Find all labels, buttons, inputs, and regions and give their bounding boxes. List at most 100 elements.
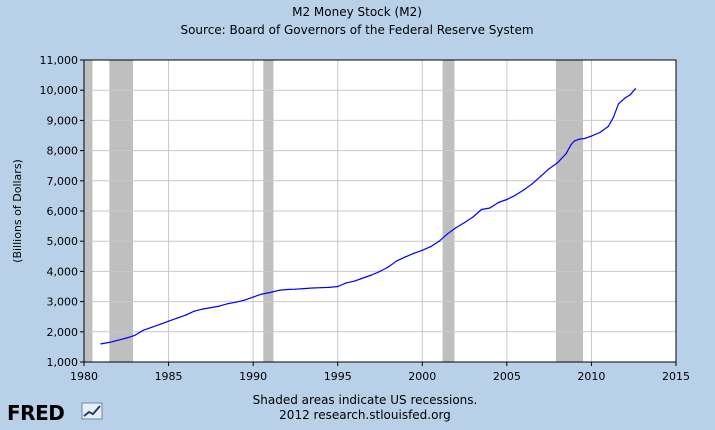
data-point [117,339,119,341]
fred-logo-chart-icon [81,402,103,420]
data-point [629,94,631,96]
data-point [497,201,499,204]
data-point [590,135,593,137]
y-tick-label: 9,000 [47,114,79,127]
x-tick-label: 1985 [155,370,183,383]
data-point [167,320,170,322]
x-tick-label: 2000 [408,370,436,383]
data-point [617,103,620,105]
data-point [421,249,423,251]
y-tick-label: 5,000 [47,235,79,248]
chart-subtitle: Source: Board of Governors of the Federa… [180,23,533,37]
data-point [413,252,415,254]
data-point [607,125,609,128]
data-point [472,216,474,218]
y-tick-label: 2,000 [47,326,79,339]
data-point [151,326,153,328]
data-point [227,303,229,305]
x-tick-label: 1990 [239,370,267,383]
data-point [557,162,559,164]
data-point [261,293,263,295]
data-point [235,301,237,303]
data-point [328,286,330,289]
data-point [108,341,110,343]
series-layer [100,88,637,345]
data-point [345,282,347,284]
data-point [514,194,516,196]
data-point [379,270,381,272]
data-point [438,240,440,242]
y-tick-label: 4,000 [47,265,79,278]
x-tick-label: 2010 [577,370,605,383]
data-point [320,287,322,289]
data-point [269,291,271,294]
data-point [370,274,373,276]
data-point [387,266,390,268]
data-point [184,314,187,316]
y-tick-label: 11,000 [40,54,79,67]
y-tick-label: 10,000 [40,84,79,97]
y-tick-label: 1,000 [47,356,79,369]
y-tick-label: 7,000 [47,175,79,188]
data-point [599,131,601,134]
data-point [252,296,254,298]
data-point [570,143,572,146]
x-axis: 1980 1985 1990 1995 2000 2005 2010 2015 [70,362,690,383]
fred-logo-text: FRED [7,401,64,425]
data-point [404,256,406,258]
data-point [125,337,127,339]
footer-recession-note: Shaded areas indicate US recessions. [253,393,478,407]
data-point [176,317,178,319]
data-point [573,140,576,142]
data-point [159,323,161,325]
data-point [455,227,457,229]
data-point [578,138,581,140]
data-point [548,168,550,170]
y-axis: 1,000 2,000 3,000 4,000 5,000 6,000 7,000 8,000… [40,54,84,369]
data-point [430,246,432,248]
data-point [286,288,288,291]
data-point [311,287,313,289]
data-point [523,189,525,191]
y-tick-label: 6,000 [47,205,79,218]
data-point [565,153,567,155]
data-point [447,233,449,235]
data-point [531,183,533,185]
data-point [540,175,542,177]
y-tick-label: 8,000 [47,145,79,158]
x-tick-label: 2015 [662,370,690,383]
x-tick-label: 1995 [324,370,352,383]
data-point [354,280,356,282]
data-point [621,100,623,102]
x-tick-label: 1980 [70,370,98,383]
footer-source: 2012 research.stlouisfed.org [279,408,451,422]
data-point [362,277,364,279]
data-point [480,208,483,211]
data-point [463,221,466,224]
data-point [634,88,637,90]
data-point [244,299,246,301]
data-point [193,310,195,312]
y-tick-label: 3,000 [47,296,79,309]
data-point [142,329,144,331]
data-point [277,289,280,292]
fred-logo: FRED [7,401,103,425]
x-tick-label: 2005 [493,370,521,383]
data-point [506,198,508,201]
data-point [396,260,398,262]
data-point [134,334,136,337]
data-point [337,285,339,288]
data-point [612,116,615,118]
data-point [201,308,203,310]
data-point [294,288,297,290]
data-point [100,343,102,345]
data-point [584,137,586,140]
chart-title: M2 Money Stock (M2) [292,5,422,19]
data-point [218,305,220,307]
data-point [489,207,491,209]
data-point [210,307,212,309]
y-axis-label: (Billions of Dollars) [11,159,24,263]
data-point [303,288,305,290]
data-point [624,97,626,99]
